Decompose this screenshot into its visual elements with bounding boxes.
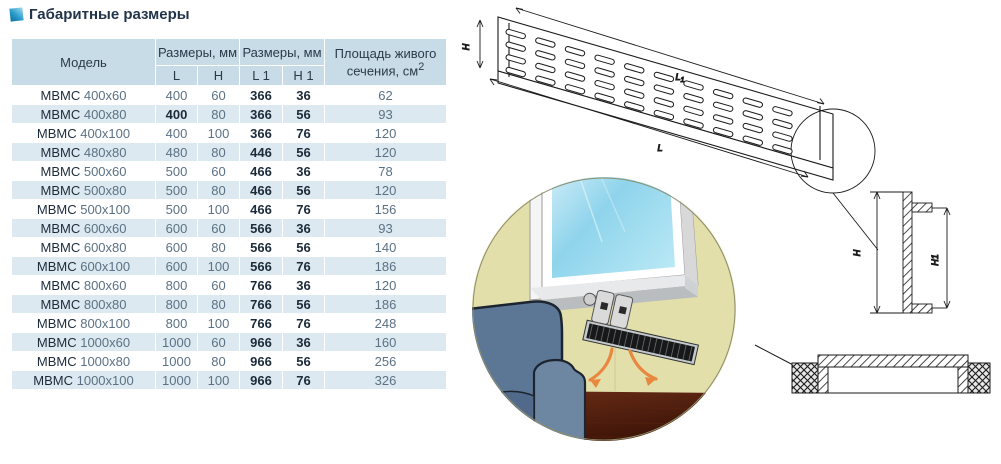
svg-text:H: H xyxy=(461,43,471,50)
svg-text:L: L xyxy=(657,143,662,153)
svg-text:H1: H1 xyxy=(930,254,940,266)
svg-text:H: H xyxy=(852,249,862,256)
